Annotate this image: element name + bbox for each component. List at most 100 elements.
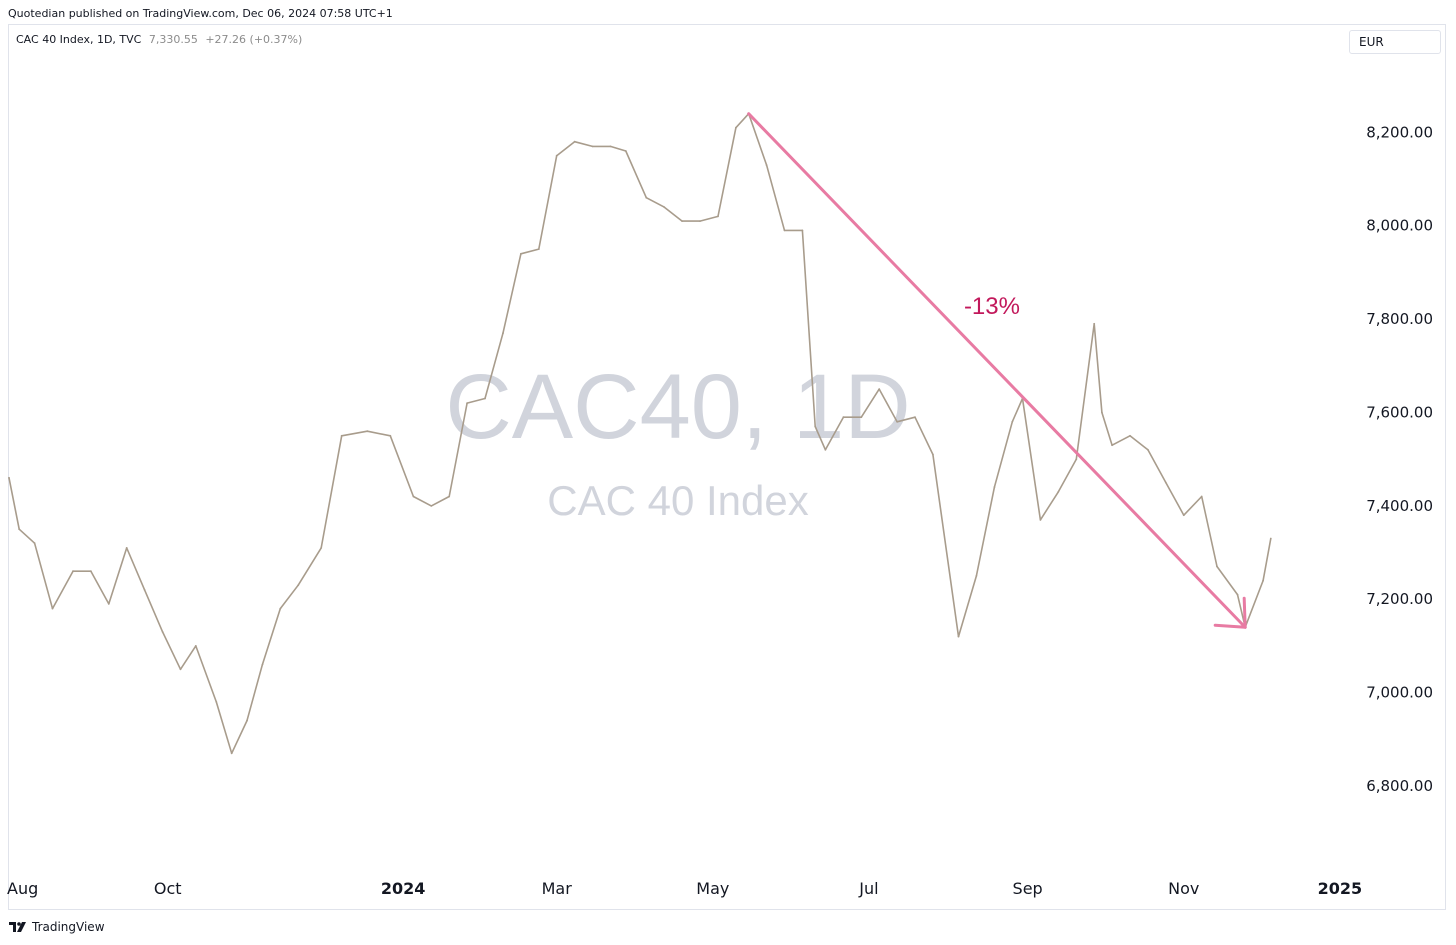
price-point	[161, 631, 164, 633]
price-point	[1216, 565, 1218, 568]
price-point	[765, 164, 768, 167]
price-point	[1182, 514, 1185, 517]
price-point	[1129, 434, 1131, 437]
price-point	[366, 430, 369, 433]
price-point	[1093, 322, 1096, 325]
price-point	[993, 486, 996, 489]
price-point	[1057, 491, 1060, 493]
price-point	[179, 668, 182, 671]
price-point	[896, 420, 898, 423]
price-point	[125, 547, 128, 549]
decline-arrow-shaft	[747, 112, 1247, 629]
price-point	[1236, 593, 1239, 596]
y-tick-label: 7,600.00	[1366, 403, 1433, 421]
currency-selector-button[interactable]: EUR	[1349, 30, 1441, 54]
price-point	[609, 145, 612, 148]
price-point	[573, 140, 576, 143]
price-point	[389, 434, 392, 437]
price-point	[1164, 481, 1167, 484]
price-change: +27.26 (+0.37%)	[205, 33, 303, 46]
price-point	[860, 416, 863, 419]
price-point	[591, 145, 594, 148]
x-tick-label: May	[696, 879, 729, 898]
price-point	[33, 542, 36, 545]
price-point	[261, 663, 264, 666]
y-tick-label: 7,800.00	[1366, 310, 1433, 328]
y-tick-label: 8,000.00	[1366, 217, 1433, 235]
x-tick-label: Mar	[542, 879, 573, 898]
price-point	[430, 505, 433, 507]
price-point	[143, 589, 146, 591]
last-price: 7,330.55	[148, 33, 198, 46]
price-point	[957, 635, 960, 638]
price-point	[824, 448, 827, 451]
price-point	[783, 229, 786, 232]
decline-percent-label: -13%	[964, 293, 1020, 320]
price-point	[246, 719, 248, 722]
x-tick-label: 2025	[1318, 879, 1363, 898]
price-axis[interactable]: 6,800.00 7,000.00 7,200.00 7,400.00 7,600.00…	[1366, 123, 1433, 795]
price-point	[699, 220, 701, 223]
price-point	[51, 607, 54, 610]
footer-brand-text: TradingView	[32, 920, 105, 934]
price-point	[72, 570, 74, 573]
price-point	[801, 229, 804, 232]
price-point	[1039, 519, 1042, 521]
price-point	[340, 434, 343, 437]
x-tick-label: Nov	[1168, 879, 1199, 898]
price-point	[297, 584, 300, 587]
symbol-info: CAC 40 Index, 1D, TVC	[16, 33, 142, 46]
price-point	[230, 752, 233, 755]
decline-arrow-annotation[interactable]: -13%	[747, 112, 1247, 629]
y-tick-label: 7,000.00	[1366, 684, 1433, 702]
price-point	[537, 248, 540, 251]
footer-branding[interactable]: TradingView	[9, 920, 105, 934]
price-point	[502, 332, 504, 334]
watermark-ticker: CAC40, 1D	[445, 356, 910, 458]
price-point	[1200, 495, 1203, 498]
x-tick-label: Jul	[858, 879, 878, 898]
price-point	[932, 453, 934, 456]
price-point	[1147, 448, 1149, 451]
price-point	[975, 575, 978, 577]
y-tick-label: 6,800.00	[1366, 777, 1433, 795]
price-point	[1269, 537, 1272, 540]
publisher-line: Quotedian published on TradingView.com, …	[8, 7, 393, 20]
price-point	[520, 252, 522, 255]
y-tick-label: 7,400.00	[1366, 497, 1433, 515]
price-point	[1075, 458, 1078, 461]
decline-arrow-head	[1213, 596, 1247, 629]
price-point	[842, 416, 845, 419]
price-point	[194, 645, 197, 647]
price-point	[663, 206, 666, 209]
price-point	[878, 388, 881, 390]
price-point	[735, 126, 737, 129]
price-point	[320, 547, 323, 549]
time-axis[interactable]: Aug Oct 2024 Mar May Jul Sep Nov 2025	[7, 879, 1362, 898]
y-tick-label: 7,200.00	[1366, 590, 1433, 608]
price-point	[1111, 444, 1113, 447]
price-point	[1262, 579, 1264, 582]
price-point	[1011, 420, 1014, 423]
price-point	[645, 196, 648, 199]
chart-frame	[8, 24, 1446, 910]
watermark-name: CAC 40 Index	[547, 477, 808, 524]
x-tick-label: Oct	[154, 879, 182, 898]
price-point	[18, 528, 21, 531]
x-tick-label: Sep	[1013, 879, 1043, 898]
price-point	[448, 495, 451, 498]
price-line-series	[8, 112, 1272, 755]
symbol-legend: CAC 40 Index, 1D, TVC 7,330.55 +27.26 (+…	[16, 33, 302, 46]
price-point	[914, 416, 916, 419]
x-tick-label: 2024	[381, 879, 426, 898]
y-tick-label: 8,200.00	[1366, 123, 1433, 141]
price-point	[466, 402, 468, 404]
price-point	[624, 150, 627, 152]
price-point	[412, 495, 415, 498]
price-point	[8, 476, 10, 479]
price-point	[279, 607, 282, 610]
price-point	[717, 215, 719, 218]
price-point	[681, 220, 683, 223]
price-point	[814, 425, 817, 428]
